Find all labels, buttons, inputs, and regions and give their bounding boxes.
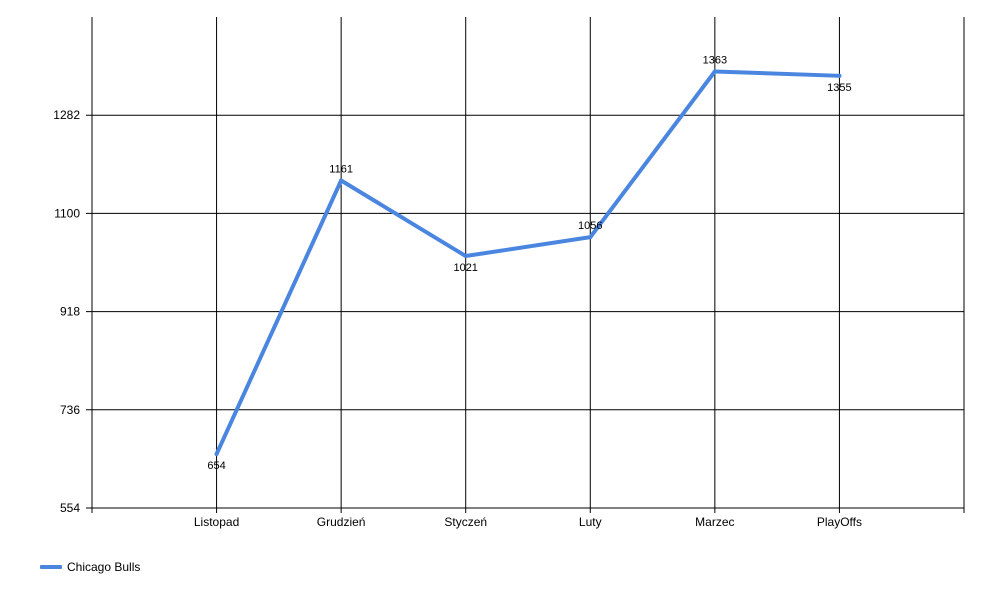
x-tick-label: PlayOffs (817, 515, 862, 529)
data-point (837, 73, 842, 78)
data-point (463, 254, 468, 259)
data-label: 1363 (703, 54, 727, 66)
data-label: 1021 (453, 262, 477, 274)
data-label: 1161 (329, 163, 353, 175)
y-tick-label: 1100 (54, 206, 80, 220)
data-point (588, 235, 593, 240)
x-tick-label: Grudzień (317, 515, 366, 529)
y-tick-label: 554 (60, 501, 80, 515)
data-label: 1056 (578, 220, 602, 232)
y-tick-label: 1282 (53, 108, 80, 122)
legend: Chicago Bulls (40, 560, 140, 574)
x-tick-label: Listopad (194, 515, 239, 529)
data-label: 1355 (827, 82, 851, 94)
x-tick-label: Luty (579, 515, 602, 529)
y-tick-label: 918 (60, 305, 80, 319)
series-line-chicago-bulls (214, 69, 842, 457)
data-point (214, 452, 219, 457)
data-point (712, 69, 717, 74)
data-label: 654 (207, 460, 225, 472)
data-point (339, 178, 344, 183)
legend-label-chicago-bulls: Chicago Bulls (67, 560, 141, 574)
x-tick-label: Marzec (695, 515, 734, 529)
legend-swatch-chicago-bulls (40, 565, 62, 569)
x-tick-label: Styczeń (444, 515, 487, 529)
y-tick-label: 736 (60, 403, 80, 417)
